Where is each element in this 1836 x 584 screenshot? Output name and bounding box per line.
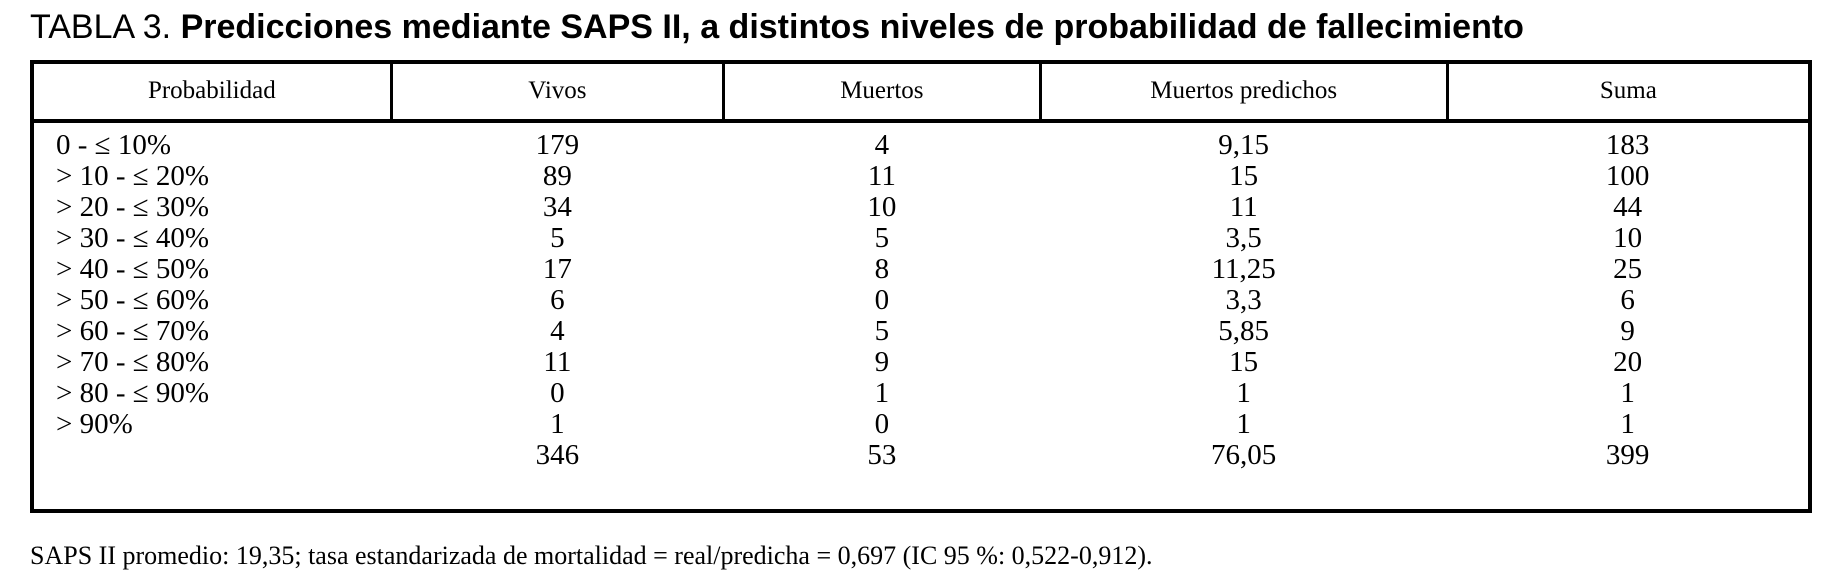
totals-row-label <box>32 440 391 511</box>
cell-suma: 25 <box>1613 253 1643 285</box>
cell-muertos-predichos: 5,85 <box>1218 315 1270 347</box>
cell-muertos-predichos: 15 <box>1229 346 1259 378</box>
cell-suma: 1 <box>1620 408 1635 440</box>
cell-muertos: 1 <box>874 377 890 409</box>
cell-suma: 20 <box>1613 346 1643 378</box>
paper-table-figure: TABLA 3. Predicciones mediante SAPS II, … <box>0 8 1836 584</box>
cell-vivos: 17 <box>542 253 572 285</box>
cell-muertos: 5 <box>874 315 890 347</box>
table-number: TABLA 3. <box>30 8 181 46</box>
cell-muertos: 0 <box>874 408 890 440</box>
total-vivos: 346 <box>535 439 580 471</box>
probability-range-label: > 80 - ≤ 90% <box>56 377 210 409</box>
table-row: > 80 - ≤ 90% 0 1 1 1 <box>32 378 1810 409</box>
cell-muertos-predichos: 11,25 <box>1211 253 1276 285</box>
total-muertos: 53 <box>867 439 897 471</box>
probability-range-label: > 70 - ≤ 80% <box>56 346 210 378</box>
cell-vivos: 11 <box>543 346 572 378</box>
cell-suma: 10 <box>1613 222 1643 254</box>
probability-range-label: > 60 - ≤ 70% <box>56 315 210 347</box>
column-header-probabilidad: Probabilidad <box>32 62 392 123</box>
cell-suma: 100 <box>1605 160 1650 192</box>
cell-muertos: 0 <box>874 284 890 316</box>
probability-range-label: > 50 - ≤ 60% <box>56 284 210 316</box>
table-row: > 20 - ≤ 30% 34 10 11 44 <box>32 192 1810 223</box>
column-header-vivos: Vivos <box>389 62 724 123</box>
cell-suma: 44 <box>1613 191 1643 223</box>
cell-muertos-predichos: 1 <box>1236 408 1251 440</box>
cell-vivos: 34 <box>542 191 572 223</box>
table-row: > 90% 1 0 1 1 <box>32 409 1810 440</box>
table-footnote: SAPS II promedio: 19,35; tasa estandariz… <box>30 541 1153 570</box>
table-title: TABLA 3. Predicciones mediante SAPS II, … <box>30 8 1836 47</box>
table-row: > 30 - ≤ 40% 5 5 3,5 10 <box>32 223 1810 254</box>
cell-suma: 183 <box>1605 129 1650 161</box>
table-row: 0 - ≤ 10% 179 4 9,15 183 <box>32 121 1810 161</box>
probability-range-label: 0 - ≤ 10% <box>56 129 171 161</box>
cell-muertos: 4 <box>874 129 890 161</box>
cell-vivos: 6 <box>550 284 565 316</box>
cell-muertos: 5 <box>874 222 890 254</box>
column-header-suma: Suma <box>1445 62 1810 123</box>
probability-range-label: > 90% <box>56 408 133 440</box>
cell-suma: 1 <box>1620 377 1635 409</box>
total-suma: 399 <box>1605 439 1650 471</box>
column-header-muertos-predichos: Muertos predichos <box>1038 62 1448 123</box>
cell-muertos-predichos: 3,5 <box>1225 222 1262 254</box>
total-muertos-predichos: 76,05 <box>1211 439 1277 471</box>
cell-vivos: 89 <box>542 160 572 192</box>
cell-muertos-predichos: 3,3 <box>1225 284 1262 316</box>
cell-muertos: 10 <box>867 191 897 223</box>
table-row: > 70 - ≤ 80% 11 9 15 20 <box>32 347 1810 378</box>
table-row: > 40 - ≤ 50% 17 8 11,25 25 <box>32 254 1810 285</box>
cell-muertos: 9 <box>874 346 890 378</box>
table-header-row: Probabilidad Vivos Muertos Muertos predicho… <box>32 62 1810 123</box>
cell-vivos: 4 <box>550 315 565 347</box>
column-header-muertos: Muertos <box>722 62 1041 123</box>
cell-vivos: 5 <box>550 222 565 254</box>
table-row: > 50 - ≤ 60% 6 0 3,3 6 <box>32 285 1810 316</box>
table-caption: Predicciones mediante SAPS II, a distint… <box>180 8 1524 46</box>
cell-muertos-predichos: 11 <box>1229 191 1258 223</box>
probability-range-label: > 30 - ≤ 40% <box>56 222 210 254</box>
saps2-predictions-table: Probabilidad Vivos Muertos Muertos predicho… <box>30 60 1812 513</box>
cell-vivos: 0 <box>550 377 565 409</box>
probability-range-label: > 20 - ≤ 30% <box>56 191 210 223</box>
cell-suma: 6 <box>1620 284 1635 316</box>
cell-vivos: 1 <box>550 408 565 440</box>
cell-vivos: 179 <box>535 129 580 161</box>
probability-range-label: > 40 - ≤ 50% <box>56 253 210 285</box>
cell-suma: 9 <box>1620 315 1635 347</box>
cell-muertos: 8 <box>874 253 890 285</box>
probability-range-label: > 10 - ≤ 20% <box>56 160 210 192</box>
cell-muertos-predichos: 9,15 <box>1218 129 1270 161</box>
cell-muertos: 11 <box>867 160 896 192</box>
totals-row: 346 53 76,05 399 <box>32 440 1810 511</box>
cell-muertos-predichos: 1 <box>1236 377 1251 409</box>
table-row: > 60 - ≤ 70% 4 5 5,85 9 <box>32 316 1810 347</box>
cell-muertos-predichos: 15 <box>1229 160 1259 192</box>
table-row: > 10 - ≤ 20% 89 11 15 100 <box>32 161 1810 192</box>
